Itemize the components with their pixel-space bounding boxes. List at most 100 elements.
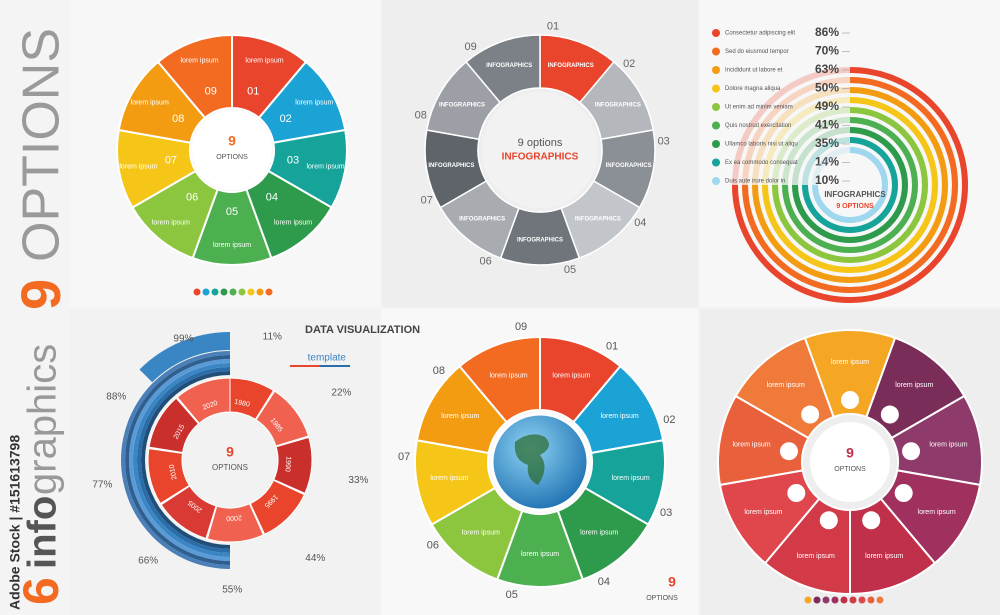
center-label: OPTIONS [216,154,248,161]
segment-label: lorem ipsum [732,441,770,448]
segment-number: 03 [658,135,670,147]
icon [712,158,720,167]
underline [290,365,320,367]
segment-number: 05 [226,206,238,218]
item-value: 63% [815,62,839,76]
dot [858,596,866,604]
item-value: 35% [815,136,839,150]
ring-arc [732,67,968,303]
segment-number: 04 [266,191,278,203]
dot [813,596,821,604]
red-segment [255,390,310,447]
segment-label: INFOGRAPHICS [486,63,532,69]
ring-arc [802,137,898,233]
segment-number: 05 [564,264,576,276]
icon [712,140,720,148]
segment-label: lorem ipsum [601,413,639,420]
side-graphics: graphics [21,344,65,495]
icon [712,84,720,93]
subtitle: template [308,353,347,364]
dot [840,596,848,604]
segment-number: 02 [663,414,675,426]
center-label: OPTIONS [834,466,866,473]
icon [712,177,720,185]
percent: 99% [173,333,193,344]
segment-number: 03 [287,155,299,167]
ring-arc [762,97,938,273]
icon-circle [819,511,838,530]
segment-label: lorem ipsum [521,551,559,558]
segment-label: INFOGRAPHICS [575,217,621,223]
center [810,422,890,502]
ring-arc [752,87,948,283]
segment-number: 03 [660,507,672,519]
year: 2000 [226,513,242,521]
segment-label: lorem ipsum [580,529,618,536]
segment-label: lorem ipsum [918,509,956,516]
segment-number: 04 [598,576,610,588]
segment-number: 02 [280,113,292,125]
center-label: OPTIONS [646,595,678,602]
segment-label: lorem ipsum [895,382,933,389]
segment-number: 06 [186,191,198,203]
red-segment [148,397,200,454]
segment-label: INFOGRAPHICS [595,103,641,109]
item-value: 10% [815,173,839,187]
icon [712,29,720,37]
center [186,416,274,504]
center [482,92,598,208]
side-title: 9 OPTIONS [9,28,72,310]
title: INFOGRAPHICS [824,190,886,199]
side-title-text: OPTIONS [13,28,71,262]
year: 2020 [202,400,219,412]
segment-label: lorem ipsum [245,58,283,65]
icon-circle [862,511,881,530]
segment [465,34,541,104]
item-label: Quis nostrud exercitation [725,123,791,129]
segment [156,33,233,120]
subtitle: 9 OPTIONS [836,203,874,210]
continent [514,434,549,485]
icon-circle [787,484,806,502]
segment-number: 05 [506,589,518,601]
dot [822,596,830,604]
dot [876,596,884,604]
percent: 66% [138,556,158,567]
center-number: 9 [668,574,676,590]
dot [831,596,839,604]
credit: Adobe Stock | #151613798 [7,435,23,610]
segment-number: 07 [165,155,177,167]
segment-label: lorem ipsum [119,163,157,170]
segment-label: lorem ipsum [462,529,500,536]
side-count: 6 [13,577,69,605]
dot [867,596,875,604]
item-value: 49% [815,99,839,113]
item-value: 41% [815,118,839,132]
segment-label: lorem ipsum [441,413,479,420]
item-value: 50% [815,81,839,95]
icon [712,103,720,111]
segment-label: lorem ipsum [744,509,782,516]
segment-label: lorem ipsum [306,163,344,170]
side-info: info [21,496,65,569]
dot [265,288,273,296]
item-value: 86% [815,25,839,39]
percent: 44% [305,553,325,564]
segment-number: 01 [247,86,259,98]
center-title: 9 options [518,137,563,149]
segment-label: lorem ipsum [213,242,251,249]
icon-circle [902,442,921,461]
segment-label: lorem ipsum [552,372,590,379]
segment-label: lorem ipsum [489,372,527,379]
ring-arc [742,77,958,293]
segment-number: 08 [433,365,445,377]
item-label: Ex ea commodo consequat [725,160,798,166]
segment-label: lorem ipsum [180,58,218,65]
ring-arc [772,107,928,263]
segment-label: lorem ipsum [430,475,468,482]
segment-label: INFOGRAPHICS [606,163,652,169]
segment-number: 08 [415,110,427,122]
segment-number: 06 [427,540,439,552]
